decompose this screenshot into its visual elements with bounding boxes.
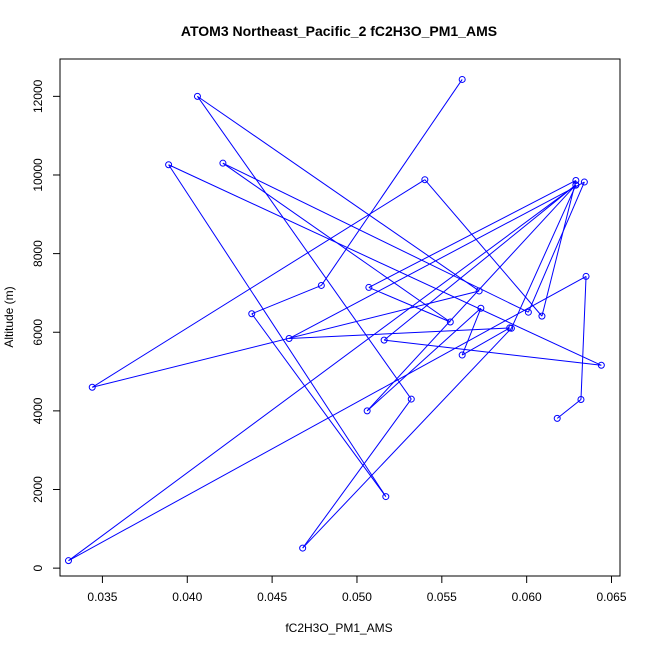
- series-line-segment: [366, 184, 577, 412]
- data-point: [299, 544, 307, 552]
- chart-title: ATOM3 Northeast_Pacific_2 fC2H3O_PM1_AMS: [181, 23, 497, 39]
- series-line-segment: [168, 164, 602, 366]
- data-point: [477, 304, 485, 312]
- data-point: [380, 336, 388, 344]
- y-tick-label: 4000: [31, 397, 45, 424]
- data-point: [577, 395, 585, 403]
- x-tick-label: 0.035: [87, 590, 117, 604]
- y-axis-label: Altitude (m): [2, 286, 16, 347]
- series-line-segment: [251, 284, 322, 315]
- series-line-segment: [68, 275, 587, 562]
- data-point: [285, 335, 293, 343]
- x-tick-label: 0.050: [342, 590, 372, 604]
- x-axis-label: fC2H3O_PM1_AMS: [285, 621, 392, 635]
- y-tick-label: 12000: [31, 79, 45, 113]
- series-line-segment: [384, 339, 602, 366]
- series-line-segment: [251, 313, 387, 497]
- series-line-segment: [168, 164, 387, 497]
- data-point: [363, 407, 371, 415]
- data-point: [248, 310, 256, 318]
- data-point: [458, 75, 466, 83]
- series-group: [64, 75, 605, 565]
- y-tick-label: 10000: [31, 158, 45, 192]
- data-point: [219, 159, 227, 167]
- series-line-segment: [368, 286, 451, 323]
- series-line-segment: [383, 184, 577, 341]
- y-tick-label: 6000: [31, 319, 45, 346]
- data-point: [64, 557, 72, 565]
- data-point: [582, 272, 590, 280]
- series-line-segment: [366, 307, 482, 412]
- y-axis: 0 2000 4000 6000 8000 10000 12000: [31, 79, 61, 571]
- data-point: [446, 318, 454, 326]
- x-tick-label: 0.065: [596, 590, 626, 604]
- series-line-segment: [68, 184, 577, 562]
- y-tick-label: 8000: [31, 240, 45, 267]
- data-point: [365, 283, 373, 291]
- x-tick-label: 0.055: [427, 590, 457, 604]
- series-line-segment: [197, 96, 412, 400]
- data-point: [475, 287, 483, 295]
- data-point: [382, 493, 390, 501]
- series-line-segment: [197, 95, 480, 292]
- series-line-segment: [302, 398, 412, 549]
- series-line-segment: [320, 79, 463, 286]
- series-line-segment: [302, 327, 512, 549]
- series-line-segment: [461, 308, 482, 356]
- data-point: [421, 176, 429, 184]
- series-line-segment: [580, 276, 587, 400]
- data-point: [553, 414, 561, 422]
- y-tick-label: 0: [31, 564, 45, 571]
- series-line-segment: [222, 162, 529, 313]
- data-point: [165, 161, 173, 169]
- series-line-segment: [510, 184, 577, 329]
- series-line-segment: [424, 179, 543, 317]
- series-line-segment: [556, 399, 582, 419]
- series-line-segment: [368, 180, 577, 288]
- x-tick-label: 0.045: [257, 590, 287, 604]
- data-point: [572, 181, 580, 189]
- series-line-segment: [527, 181, 585, 313]
- data-point: [458, 351, 466, 359]
- data-point: [88, 383, 96, 391]
- x-tick-label: 0.040: [172, 590, 202, 604]
- series-line-segment: [289, 327, 510, 340]
- data-point: [506, 324, 514, 332]
- data-point: [572, 176, 580, 184]
- data-point: [597, 361, 605, 369]
- data-point: [407, 395, 415, 403]
- series-line-segment: [541, 180, 577, 317]
- x-axis: 0.035 0.040 0.045 0.050 0.055 0.060 0.065: [87, 575, 627, 604]
- y-tick-label: 2000: [31, 476, 45, 503]
- x-tick-label: 0.060: [512, 590, 542, 604]
- data-point: [317, 281, 325, 289]
- series-line-segment: [288, 181, 585, 339]
- data-point: [538, 312, 546, 320]
- data-point: [580, 178, 588, 186]
- data-point: [524, 308, 532, 316]
- data-point: [193, 92, 201, 100]
